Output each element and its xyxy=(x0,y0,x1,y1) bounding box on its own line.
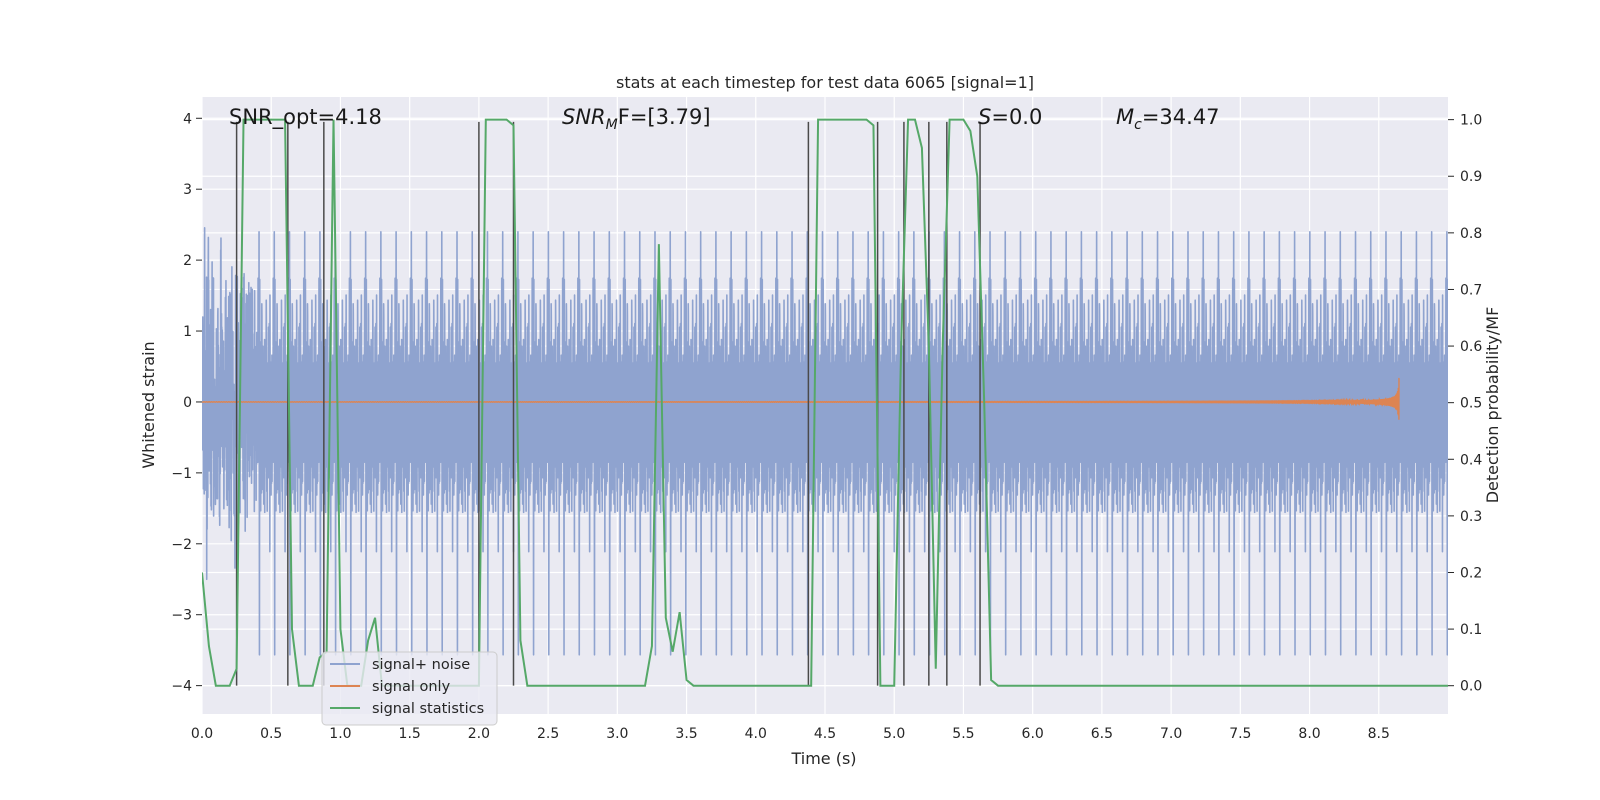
y-tick-label: −1 xyxy=(171,466,192,482)
y-tick-label: 0 xyxy=(183,395,192,411)
signal-only-line xyxy=(202,377,1400,420)
y-tick-label: 3 xyxy=(183,182,192,198)
mc-annotation: Mc=34.47 xyxy=(1116,105,1220,133)
x-axis-ticks: 0.0 0.5 1.0 1.5 2.0 2.5 3.0 3.5 4.0 4.5 5.0 5.5 6.0 6… xyxy=(191,726,1390,742)
x-tick-label: 8.5 xyxy=(1368,726,1390,742)
y-axis-label: Whitened strain xyxy=(139,341,158,468)
y-axis-right-label: Detection probability/MF xyxy=(1483,307,1502,504)
x-tick-label: 4.5 xyxy=(814,726,836,742)
x-tick-label: 3.0 xyxy=(606,726,628,742)
x-tick-label: 3.5 xyxy=(675,726,697,742)
snr-mf-annotation: SNRMF=[3.79] xyxy=(562,105,711,133)
y-axis-ticks: −4 −3 −2 −1 0 1 2 3 4 xyxy=(171,111,202,695)
y-tick-label: 2 xyxy=(183,253,192,269)
y-right-tick-label: 0.3 xyxy=(1460,509,1482,525)
x-tick-label: 7.5 xyxy=(1229,726,1251,742)
x-tick-label: 4.0 xyxy=(745,726,767,742)
y-tick-label: −3 xyxy=(171,608,192,624)
x-tick-label: 7.0 xyxy=(1160,726,1182,742)
x-tick-label: 1.5 xyxy=(399,726,421,742)
y-right-tick-label: 0.6 xyxy=(1460,339,1482,355)
x-tick-label: 6.5 xyxy=(1091,726,1113,742)
x-axis-label: Time (s) xyxy=(790,749,856,768)
y-tick-label: 1 xyxy=(183,324,192,340)
legend-label-noise: signal+ noise xyxy=(372,657,470,673)
y-right-tick-label: 1.0 xyxy=(1460,113,1482,129)
x-tick-label: 2.0 xyxy=(468,726,490,742)
y-tick-label: 4 xyxy=(183,111,192,127)
x-tick-label: 5.0 xyxy=(883,726,905,742)
x-tick-label: 6.0 xyxy=(1022,726,1044,742)
s-annotation: S=0.0 xyxy=(978,105,1042,129)
legend-box xyxy=(321,651,498,726)
y-right-tick-label: 0.8 xyxy=(1460,226,1482,242)
y-axis-right-ticks: 0.0 0.1 0.2 0.3 0.4 0.5 0.6 0.7 0.8 0.9 1.0 xyxy=(1448,113,1482,695)
snr-opt-annotation: SNR_opt=4.18 xyxy=(229,105,382,130)
y-right-tick-label: 0.4 xyxy=(1460,452,1482,468)
y-right-tick-label: 0.5 xyxy=(1460,396,1482,412)
y-right-tick-label: 0.0 xyxy=(1460,679,1482,695)
x-tick-label: 1.0 xyxy=(329,726,351,742)
legend-label-stats: signal statistics xyxy=(372,701,484,717)
y-tick-label: −2 xyxy=(171,537,192,553)
x-tick-label: 0.0 xyxy=(191,726,213,742)
x-tick-label: 5.5 xyxy=(952,726,974,742)
x-tick-label: 2.5 xyxy=(537,726,559,742)
x-tick-label: 0.5 xyxy=(260,726,282,742)
y-right-tick-label: 0.1 xyxy=(1460,622,1482,638)
y-tick-label: −4 xyxy=(171,679,192,695)
x-tick-label: 8.0 xyxy=(1298,726,1320,742)
y-right-tick-label: 0.9 xyxy=(1460,169,1482,185)
y-right-tick-label: 0.2 xyxy=(1460,565,1482,581)
signal-plus-noise-line xyxy=(202,227,1448,656)
chart-title: stats at each timestep for test data 606… xyxy=(616,73,1034,92)
legend: signal+ noise signal only signal statist… xyxy=(321,651,498,726)
y-right-tick-label: 0.7 xyxy=(1460,282,1482,298)
legend-label-signal: signal only xyxy=(372,679,451,695)
